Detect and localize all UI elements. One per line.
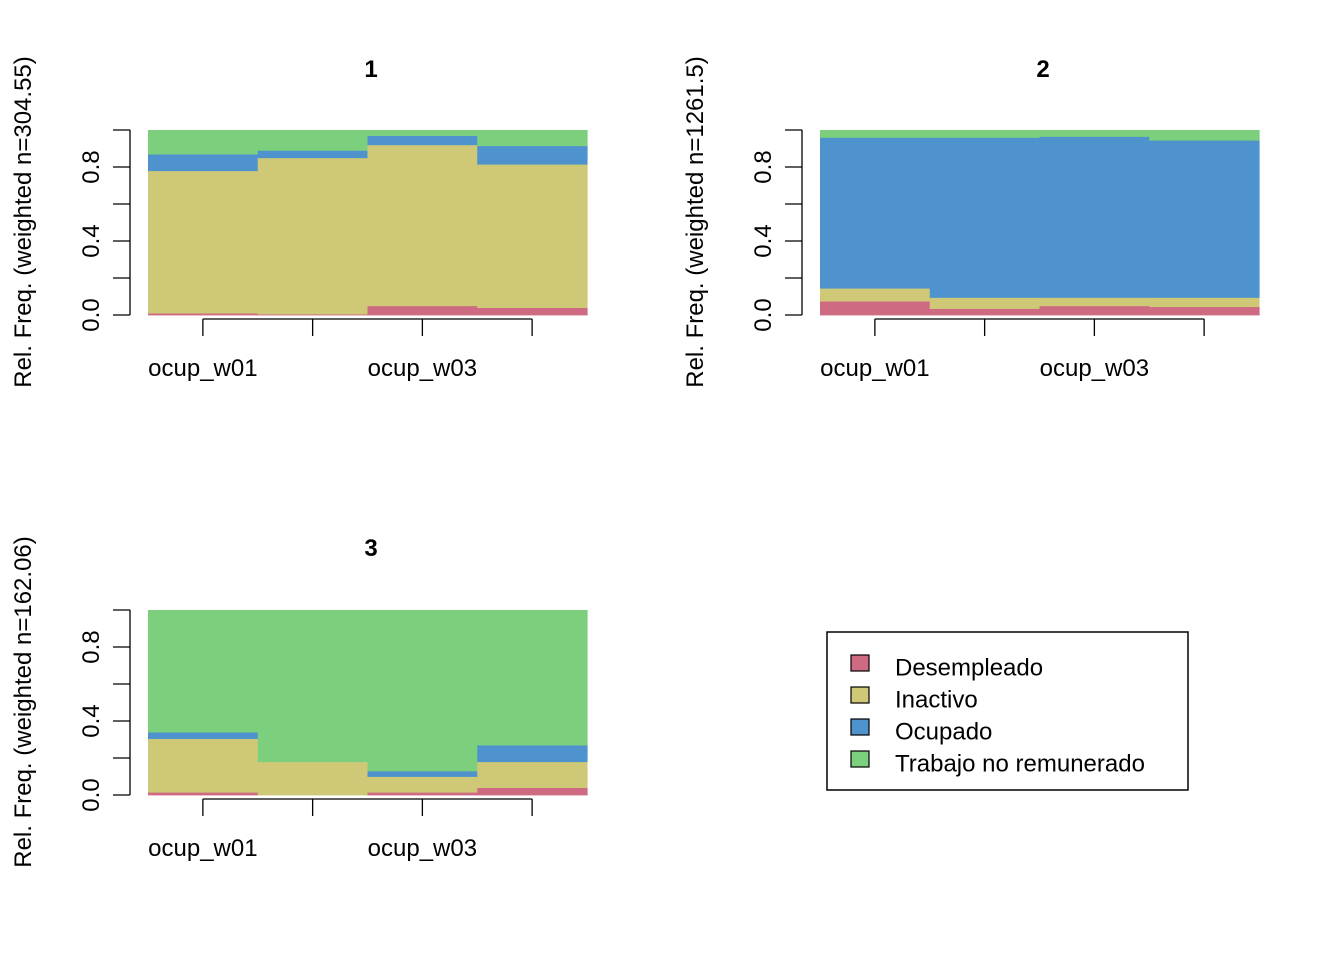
segment-inactivo-ocup_w03 xyxy=(367,776,478,793)
legend-swatch xyxy=(850,686,870,704)
segment-trabajo-no-remunerado-ocup_w01 xyxy=(148,130,259,155)
legend-swatch xyxy=(850,654,870,672)
segment-inactivo-ocup_w02 xyxy=(929,297,1041,309)
segment-desempleado-ocup_w03 xyxy=(367,792,478,796)
panel-3: 3 0.0 0.4 0.8 ocup_w01 ocup_w03 Rel. Freq. … xyxy=(10,535,588,868)
x-axis: ocup_w01 ocup_w03 xyxy=(148,318,533,382)
panel-1: 1 0.0 0.4 0.8 ocup_w01 ocup_w03 Rel. Freq. … xyxy=(10,56,588,388)
y-tick-label: 0.4 xyxy=(750,224,777,257)
legend-label: Trabajo no remunerado xyxy=(895,750,1145,777)
legend-label: Inactivo xyxy=(895,686,978,713)
segment-inactivo-ocup_w04 xyxy=(477,164,588,308)
segment-inactivo-ocup_w02 xyxy=(257,761,369,796)
segment-ocupado-ocup_w03 xyxy=(1039,136,1150,298)
segment-trabajo-no-remunerado-ocup_w04 xyxy=(477,130,588,147)
legend-entry-trabajo-no-remunerado: Trabajo no remunerado xyxy=(850,750,1145,777)
segment-ocupado-ocup_w01 xyxy=(148,732,259,739)
panel-title: 1 xyxy=(364,56,377,83)
legend-entry-desempleado: Desempleado xyxy=(850,654,1043,681)
x-axis: ocup_w01 ocup_w03 xyxy=(820,318,1205,382)
legend-entry-inactivo: Inactivo xyxy=(850,686,978,713)
segment-desempleado-ocup_w01 xyxy=(820,301,931,316)
segment-ocupado-ocup_w04 xyxy=(1149,140,1260,298)
y-tick-label: 0.4 xyxy=(78,224,105,257)
y-tick-label: 0.8 xyxy=(750,150,777,183)
segment-ocupado-ocup_w02 xyxy=(929,137,1041,298)
segment-trabajo-no-remunerado-ocup_w02 xyxy=(929,130,1041,138)
segment-inactivo-ocup_w01 xyxy=(148,170,259,314)
segment-trabajo-no-remunerado-ocup_w04 xyxy=(1149,130,1260,141)
y-axis: 0.0 0.4 0.8 xyxy=(78,609,131,812)
x-tick-label: ocup_w01 xyxy=(148,355,257,382)
x-tick-label: ocup_w01 xyxy=(148,835,257,862)
legend: Desempleado Inactivo Ocupado Trabajo no … xyxy=(826,631,1189,791)
x-tick-label: ocup_w03 xyxy=(368,355,477,382)
segment-ocupado-ocup_w04 xyxy=(477,145,588,165)
x-tick-label: ocup_w03 xyxy=(368,835,477,862)
segment-ocupado-ocup_w01 xyxy=(148,154,259,172)
y-axis: 0.0 0.4 0.8 xyxy=(750,129,803,332)
y-tick-label: 0.0 xyxy=(78,778,105,811)
y-tick-label: 0.4 xyxy=(78,704,105,737)
segment-desempleado-ocup_w01 xyxy=(148,313,259,316)
segment-inactivo-ocup_w01 xyxy=(148,738,259,793)
y-axis-label: Rel. Freq. (weighted n=1261.5) xyxy=(682,56,709,388)
segment-desempleado-ocup_w04 xyxy=(1149,306,1260,316)
segment-desempleado-ocup_w03 xyxy=(1039,305,1150,316)
segment-trabajo-no-remunerado-ocup_w01 xyxy=(148,610,259,733)
legend-label: Ocupado xyxy=(895,718,992,745)
segment-desempleado-ocup_w03 xyxy=(367,305,478,316)
y-tick-label: 0.0 xyxy=(750,298,777,331)
segment-trabajo-no-remunerado-ocup_w04 xyxy=(477,610,588,746)
segment-inactivo-ocup_w03 xyxy=(1039,297,1150,307)
panel-2: 2 0.0 0.4 0.8 ocup_w01 ocup_w03 Rel. Freq. … xyxy=(682,56,1260,388)
segment-desempleado-ocup_w02 xyxy=(257,314,369,316)
plot-area xyxy=(148,130,588,316)
plot-area xyxy=(820,130,1260,316)
segment-ocupado-ocup_w03 xyxy=(367,770,478,777)
segment-trabajo-no-remunerado-ocup_w03 xyxy=(367,130,478,136)
panel-title: 3 xyxy=(364,535,377,562)
segment-trabajo-no-remunerado-ocup_w02 xyxy=(257,610,369,763)
legend-swatch xyxy=(850,718,870,736)
y-axis-label: Rel. Freq. (weighted n=162.06) xyxy=(10,536,37,868)
plot-area xyxy=(148,610,588,796)
segment-ocupado-ocup_w03 xyxy=(367,135,478,146)
legend-swatch xyxy=(850,750,870,768)
segment-desempleado-ocup_w04 xyxy=(477,787,588,796)
panel-title: 2 xyxy=(1036,56,1049,83)
y-tick-label: 0.8 xyxy=(78,630,105,663)
legend-label: Desempleado xyxy=(895,654,1043,681)
y-axis-label: Rel. Freq. (weighted n=304.55) xyxy=(10,56,37,388)
segment-inactivo-ocup_w03 xyxy=(367,144,478,307)
segment-trabajo-no-remunerado-ocup_w02 xyxy=(257,130,369,151)
segment-trabajo-no-remunerado-ocup_w01 xyxy=(820,130,931,138)
segment-desempleado-ocup_w02 xyxy=(929,308,1041,316)
segment-inactivo-ocup_w04 xyxy=(1149,297,1260,308)
y-axis: 0.0 0.4 0.8 xyxy=(78,129,131,332)
segment-ocupado-ocup_w01 xyxy=(820,137,931,289)
y-tick-label: 0.0 xyxy=(78,298,105,331)
x-axis: ocup_w01 ocup_w03 xyxy=(148,798,533,862)
segment-ocupado-ocup_w04 xyxy=(477,745,588,763)
x-tick-label: ocup_w01 xyxy=(820,355,929,382)
x-tick-label: ocup_w03 xyxy=(1040,355,1149,382)
y-tick-label: 0.8 xyxy=(78,150,105,183)
legend-box xyxy=(826,631,1189,791)
segment-trabajo-no-remunerado-ocup_w03 xyxy=(367,610,478,772)
segment-inactivo-ocup_w04 xyxy=(477,761,588,788)
segment-desempleado-ocup_w01 xyxy=(148,792,259,796)
legend-entry-ocupado: Ocupado xyxy=(850,718,992,745)
segment-ocupado-ocup_w02 xyxy=(257,150,369,159)
segment-desempleado-ocup_w04 xyxy=(477,307,588,316)
segment-inactivo-ocup_w01 xyxy=(820,288,931,302)
segment-trabajo-no-remunerado-ocup_w03 xyxy=(1039,130,1150,137)
segment-inactivo-ocup_w02 xyxy=(257,157,369,315)
